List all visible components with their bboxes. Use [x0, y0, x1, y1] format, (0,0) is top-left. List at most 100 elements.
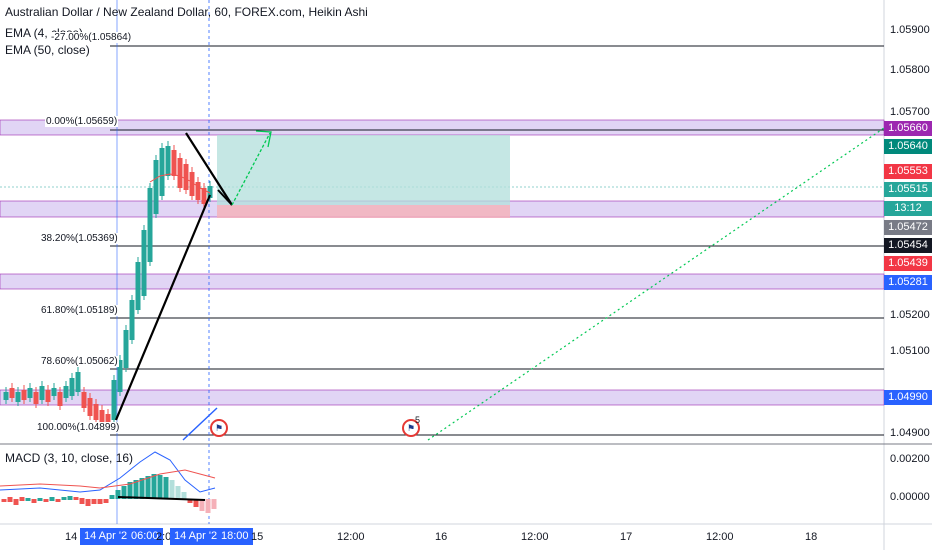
- price-tag: 1.04990: [884, 390, 932, 405]
- macd-histogram: [1, 474, 217, 513]
- macd-bar: [115, 490, 121, 499]
- macd-bar: [205, 499, 211, 513]
- candle-body: [75, 372, 81, 392]
- macd-bar: [139, 478, 145, 499]
- macd-bar: [211, 499, 217, 509]
- candle-body: [105, 414, 111, 428]
- macd-tick: 0.00200: [890, 453, 930, 465]
- time-tick: 15: [251, 531, 264, 543]
- macd-slow-line: [0, 469, 216, 489]
- macd-bar: [67, 496, 73, 500]
- time-badge: 06:00: [127, 528, 163, 545]
- trendline-up: [114, 194, 212, 421]
- position-target: [217, 135, 510, 205]
- price-tick: 1.05200: [890, 309, 930, 321]
- macd-bar: [31, 499, 37, 503]
- macd-bar: [61, 497, 67, 500]
- chart-title: Australian Dollar / New Zealand Dollar, …: [5, 5, 368, 19]
- macd-bar: [163, 477, 169, 499]
- legend-ema-50[interactable]: EMA (50, close): [5, 43, 90, 57]
- macd-bar: [121, 486, 127, 499]
- macd-bar: [103, 499, 109, 503]
- macd-bar: [199, 499, 205, 511]
- event-flag-icon[interactable]: ⚑: [402, 419, 420, 437]
- macd-bar: [85, 499, 91, 506]
- time-badge: 14 Apr '20: [80, 528, 138, 545]
- price-tick: 1.05100: [890, 345, 930, 357]
- price-tag: 1.05281: [884, 275, 932, 290]
- time-tick: 12:00: [521, 531, 549, 543]
- price-tag: 1.05640: [884, 139, 932, 154]
- macd-bar: [19, 497, 25, 501]
- event-count: 5: [415, 415, 421, 425]
- candle-body: [183, 164, 189, 190]
- legend-macd[interactable]: MACD (3, 10, close, 16): [5, 451, 134, 465]
- candle-body: [45, 390, 51, 402]
- candle-body: [87, 398, 93, 416]
- macd-bar: [49, 497, 55, 501]
- macd-bar: [193, 499, 199, 507]
- candle-body: [207, 186, 213, 198]
- macd-bar: [145, 476, 151, 499]
- macd-bar: [133, 480, 139, 499]
- zone-low: [0, 273, 885, 290]
- time-tick: 17: [620, 531, 633, 543]
- candle-body: [123, 330, 129, 368]
- macd-bar: [169, 480, 175, 499]
- candle-body: [195, 182, 201, 200]
- macd-bar: [13, 499, 19, 505]
- time-tick: 2:0: [156, 531, 172, 543]
- macd-bar: [7, 497, 13, 502]
- fib-lines: [110, 45, 884, 436]
- macd-bar: [157, 475, 163, 499]
- candle-body: [117, 360, 123, 392]
- candle-body: [51, 388, 57, 396]
- macd-bar: [91, 499, 97, 504]
- price-tag-last: 1.05515: [884, 182, 932, 197]
- candle-body: [57, 392, 63, 406]
- fib-label: 38.20%(1.05369): [40, 233, 119, 244]
- candle-body: [159, 148, 165, 196]
- blue-indicator-line: [182, 407, 218, 441]
- time-tick: 12:00: [337, 531, 365, 543]
- candle-body: [111, 380, 117, 420]
- candle-body: [129, 300, 135, 340]
- candle-body: [63, 386, 69, 398]
- macd-bar: [25, 498, 31, 501]
- projection-arrow: [231, 132, 271, 206]
- candle-body: [171, 150, 177, 176]
- price-tag: 1.05454: [884, 238, 932, 253]
- candle-body: [93, 404, 99, 420]
- macd-bar: [151, 474, 157, 499]
- heikin-ashi-candles: [3, 141, 213, 432]
- fib-label: 0.00%(1.05659): [45, 116, 119, 127]
- fib-label: -27.00%(1.05864): [50, 32, 133, 43]
- macd-bar: [43, 499, 49, 502]
- macd-bar: [175, 486, 181, 499]
- time-badge: 14 Apr '20: [170, 528, 228, 545]
- price-tag: 1.05553: [884, 164, 932, 179]
- zone-bottom: [0, 389, 885, 406]
- price-tick: 1.05700: [890, 106, 930, 118]
- macd-bar: [79, 498, 85, 504]
- candle-body: [27, 388, 33, 398]
- price-tag: 1.05472: [884, 220, 932, 235]
- macd-divergence-line: [117, 496, 206, 501]
- fib-label: 78.60%(1.05062): [40, 356, 119, 367]
- macd-signal-line: [0, 451, 216, 493]
- candle-body: [141, 230, 147, 296]
- candle-body: [189, 172, 195, 196]
- macd-bar: [37, 498, 43, 501]
- zone-top: [0, 119, 885, 136]
- candle-body: [99, 410, 105, 424]
- macd-bar: [127, 482, 133, 499]
- price-tick: 1.04900: [890, 427, 930, 439]
- trendline-pullback: [217, 189, 233, 206]
- ema-line: [149, 173, 211, 194]
- fib-label: 100.00%(1.04899): [36, 422, 121, 433]
- price-tag: 1.05660: [884, 121, 932, 136]
- time-tick: 12:00: [706, 531, 734, 543]
- event-flag-icon[interactable]: ⚑: [210, 419, 228, 437]
- macd-bar: [55, 499, 61, 502]
